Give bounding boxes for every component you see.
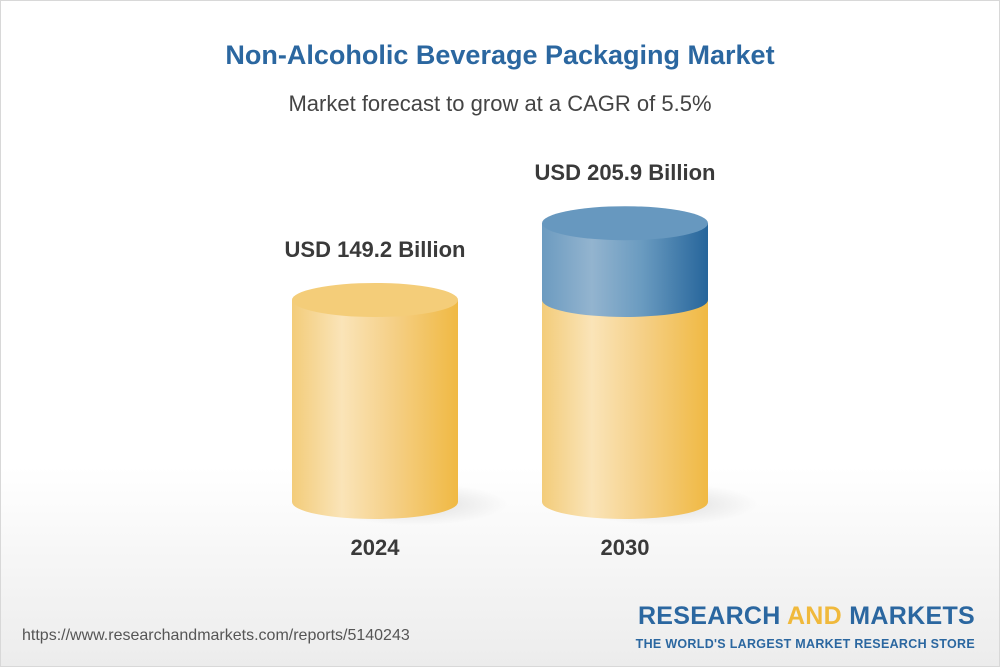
data-label: USD 149.2 Billion [285,237,466,262]
bar-top-cap [292,282,458,317]
x-tick-label: 2030 [601,535,650,560]
bar-base-segment [542,299,708,519]
bar-top-cap [542,206,708,241]
chart-subtitle: Market forecast to grow at a CAGR of 5.5… [288,91,712,116]
x-tick-label: 2024 [351,535,401,560]
logo: RESEARCH AND MARKETS [638,602,975,631]
source-url[interactable]: https://www.researchandmarkets.com/repor… [22,627,410,644]
logo-text: RESEARCH [637,602,787,630]
logo-tagline: THE WORLD'S LARGEST MARKET RESEARCH STOR… [635,637,975,651]
bar-2024-body [292,299,458,519]
chart-title: Non-Alcoholic Beverage Packaging Market [225,40,775,70]
logo-text-markets: MARKETS [842,602,975,630]
logo-text-and: AND [786,602,843,630]
bar-growth-segment [542,223,708,317]
data-label: USD 205.9 Billion [535,160,716,185]
